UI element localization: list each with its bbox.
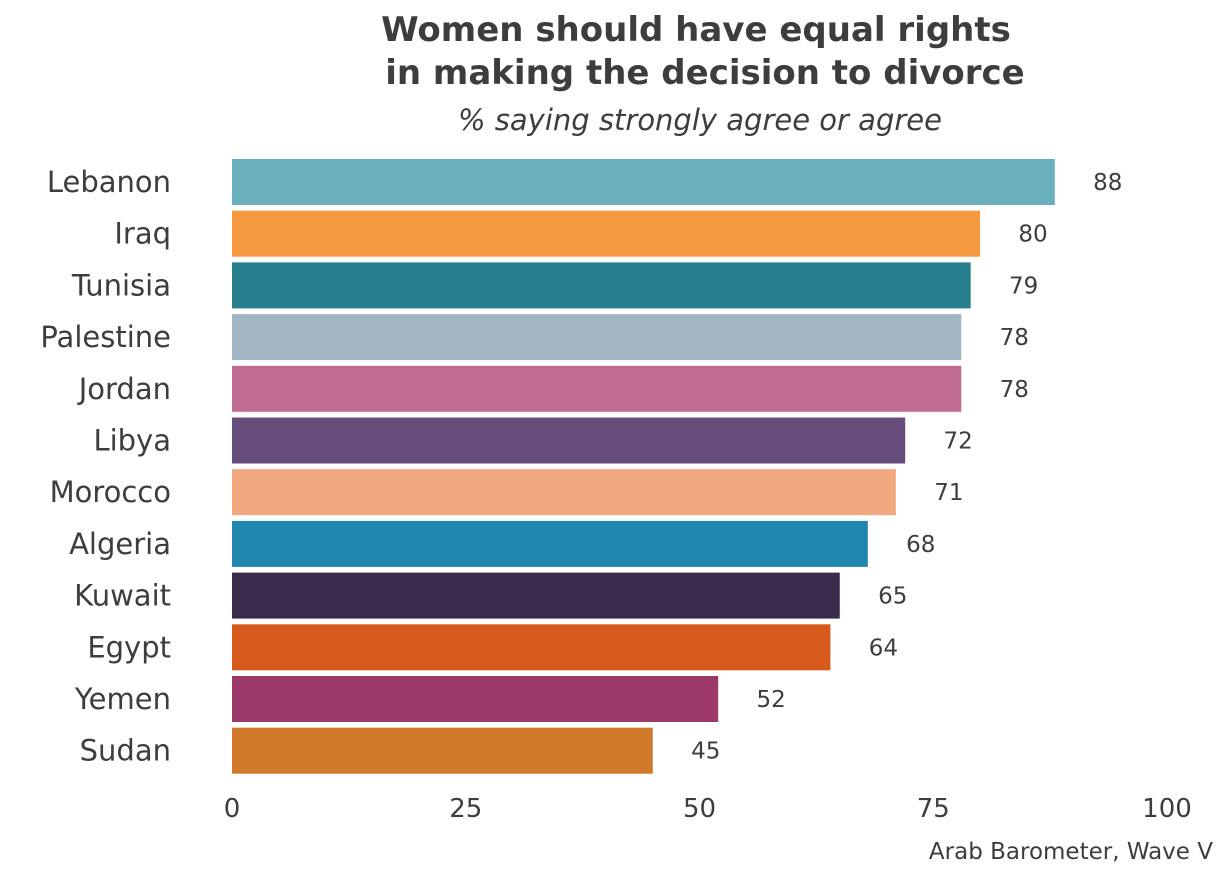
x-tick-label-100: 100 [1142,794,1192,824]
category-label-libya: Libya [93,424,171,458]
value-label-palestine: 78 [1000,325,1029,351]
chart-title-line-1: Women should have equal rights [381,10,1011,50]
category-label-kuwait: Kuwait [74,579,171,613]
value-label-yemen: 52 [757,687,786,713]
category-label-palestine: Palestine [40,320,171,354]
bar-libya [232,417,906,464]
bar-yemen [232,676,719,722]
category-label-morocco: Morocco [50,475,171,509]
category-label-lebanon: Lebanon [47,165,171,199]
bar-egypt [232,624,831,671]
category-label-tunisia: Tunisia [71,268,171,302]
category-label-jordan: Jordan [77,372,171,406]
value-label-lebanon: 88 [1093,170,1122,196]
x-tick-label-25: 25 [449,794,482,824]
category-label-egypt: Egypt [87,630,171,664]
bar-algeria [232,520,868,567]
bar-morocco [232,469,896,516]
value-label-jordan: 78 [1000,377,1029,403]
bar-tunisia [232,262,971,309]
bar-palestine [232,314,962,361]
chart-title-line-2: in making the decision to divorce [385,53,1025,93]
value-label-algeria: 68 [906,532,935,558]
chart-subtitle: % saying strongly agree or agree [458,103,942,137]
bars-group: Lebanon 88 Iraq 80 Tunisia 79 Palestine 78 Jorda… [40,159,1122,774]
bar-iraq [232,210,980,257]
x-tick-label-75: 75 [917,794,950,824]
bar-lebanon [232,159,1055,205]
category-label-algeria: Algeria [69,527,171,561]
x-tick-label-0: 0 [224,794,241,824]
value-label-iraq: 80 [1018,222,1047,248]
value-label-kuwait: 65 [878,584,907,610]
bar-jordan [232,365,962,412]
bar-sudan [232,727,653,774]
category-label-iraq: Iraq [114,217,171,251]
category-label-sudan: Sudan [80,734,171,768]
category-label-yemen: Yemen [74,682,171,716]
chart-caption: Arab Barometer, Wave V [929,839,1213,865]
value-label-tunisia: 79 [1009,273,1038,299]
x-axis-ticks: 0 25 50 75 100 [224,794,1192,824]
value-label-sudan: 45 [691,739,720,765]
value-label-morocco: 71 [934,480,963,506]
value-label-libya: 72 [944,429,973,455]
bar-kuwait [232,572,840,619]
x-tick-label-50: 50 [683,794,716,824]
value-label-egypt: 64 [869,635,898,661]
